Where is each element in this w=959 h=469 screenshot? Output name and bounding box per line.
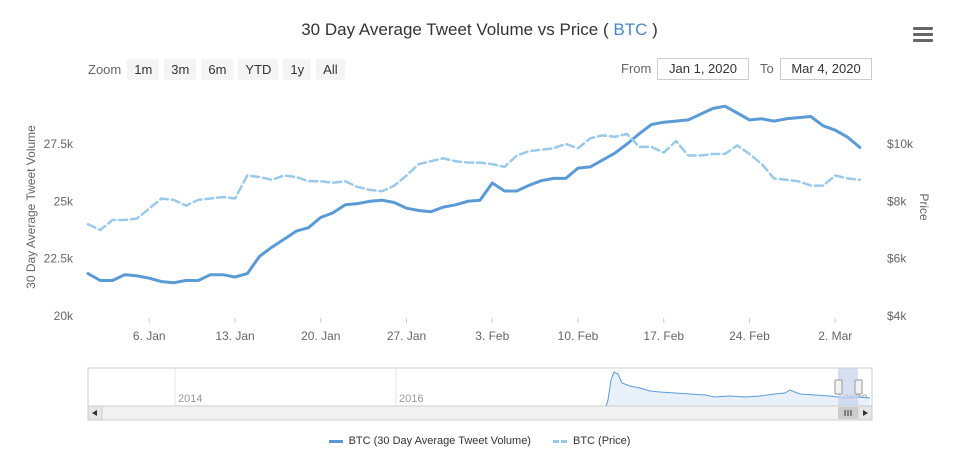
- series-line-tweet-volume: [86, 104, 862, 285]
- navigator[interactable]: 2014201620182020: [87, 367, 873, 407]
- y-right-tick-label: $4k: [887, 309, 907, 323]
- scroll-left-arrow-icon: [92, 410, 97, 416]
- legend-item-volume[interactable]: BTC (30 Day Average Tweet Volume): [328, 435, 531, 447]
- x-tick-label: 13. Jan: [215, 329, 254, 343]
- navigator-area: [100, 372, 870, 406]
- range-to-label: To: [760, 61, 774, 76]
- navigator-left-handle[interactable]: [834, 379, 843, 395]
- y-left-tick-label: 22.5k: [44, 252, 74, 266]
- menu-bar: [913, 27, 933, 30]
- y-left-tick-label: 20k: [54, 309, 74, 323]
- x-tick-label: 20. Jan: [301, 329, 340, 343]
- navigator-line: [100, 371, 871, 407]
- navigator-year-label: 2014: [178, 393, 202, 405]
- chart-title-prefix: 30 Day Average Tweet Volume vs Price (: [301, 20, 614, 39]
- x-tick-label: 2. Mar: [818, 329, 852, 343]
- legend-label-price: BTC (Price): [572, 435, 631, 447]
- scrollbar-track[interactable]: [87, 405, 873, 421]
- range-from-input[interactable]: Jan 1, 2020: [657, 58, 749, 80]
- y-left-tick-label: 25k: [54, 194, 74, 208]
- zoom-bar: Zoom 1m 3m 6m YTD 1y All: [88, 58, 350, 80]
- chart-title-symbol[interactable]: BTC: [613, 20, 648, 39]
- chart-menu-icon[interactable]: [913, 27, 933, 43]
- menu-bar: [913, 33, 933, 36]
- scrollbar[interactable]: [87, 405, 873, 421]
- range-to-input[interactable]: Mar 4, 2020: [780, 58, 872, 80]
- x-tick-label: 17. Feb: [643, 329, 684, 343]
- menu-bar: [913, 39, 933, 42]
- legend-item-price[interactable]: BTC (Price): [552, 435, 631, 447]
- legend-swatch-volume: [328, 439, 343, 443]
- x-tick-label: 6. Jan: [133, 329, 166, 343]
- x-tick-label: 3. Feb: [475, 329, 509, 343]
- navigator-selection[interactable]: [838, 368, 858, 406]
- chart-title: 30 Day Average Tweet Volume vs Price ( B…: [0, 20, 959, 40]
- scrollbar-grip-icon: [844, 410, 852, 416]
- y-left-tick-label: 27.5k: [44, 137, 74, 151]
- y-left-axis-title: 30 Day Average Tweet Volume: [24, 125, 38, 289]
- y-right-tick-label: $8k: [887, 194, 907, 208]
- x-tick-label: 24. Feb: [729, 329, 770, 343]
- x-tick-label: 10. Feb: [558, 329, 599, 343]
- x-tick-label: 27. Jan: [387, 329, 426, 343]
- y-right-tick-label: $6k: [887, 252, 907, 266]
- scroll-right-arrow-icon: [863, 410, 868, 416]
- zoom-button-ytd[interactable]: YTD: [238, 58, 279, 80]
- zoom-button-3m[interactable]: 3m: [164, 58, 197, 80]
- chart-title-suffix: ): [647, 20, 658, 39]
- navigator-year-label: 2016: [399, 393, 423, 405]
- navigator-right-handle[interactable]: [854, 379, 863, 395]
- legend: BTC (30 Day Average Tweet Volume) BTC (P…: [0, 435, 959, 447]
- range-from-label: From: [621, 61, 652, 76]
- zoom-label: Zoom: [88, 61, 122, 77]
- y-right-tick-label: $10k: [887, 137, 914, 151]
- zoom-button-1y[interactable]: 1y: [283, 58, 312, 80]
- zoom-button-all[interactable]: All: [316, 58, 345, 80]
- zoom-button-6m[interactable]: 6m: [201, 58, 234, 80]
- legend-label-volume: BTC (30 Day Average Tweet Volume): [348, 435, 531, 447]
- y-right-axis-title: Price: [917, 193, 931, 221]
- series-line-price: [86, 132, 862, 232]
- legend-swatch-price: [552, 439, 567, 443]
- zoom-button-1m[interactable]: 1m: [127, 58, 160, 80]
